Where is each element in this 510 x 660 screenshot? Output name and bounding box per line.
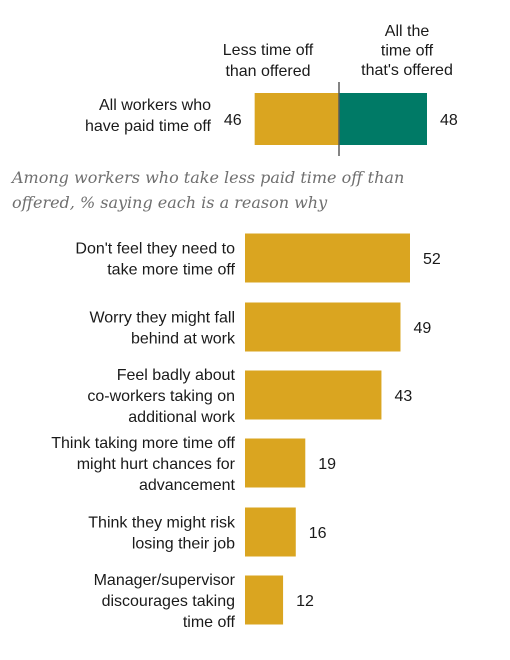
bar-all-time-off [339, 93, 427, 145]
value-label-reason-3: 43 [394, 388, 412, 405]
value-label-reason-4: 19 [318, 456, 336, 473]
category-label-reason-2: Worry they might fall behind at work [89, 310, 236, 348]
bar-reason-2 [245, 302, 401, 352]
category-label-reason-6: Manager/supervisor discourages taking time… [94, 572, 236, 631]
bar-reason-6 [245, 575, 284, 625]
value-label-all-time-off: 48 [440, 112, 458, 129]
bar-reason-3 [245, 370, 382, 420]
value-label-less-time-off: 46 [224, 112, 242, 129]
legend-all-time-off: All the time off that's offered [361, 23, 453, 79]
value-label-reason-2: 49 [413, 320, 431, 337]
value-label-reason-1: 52 [423, 251, 441, 268]
bar-reason-5 [245, 507, 296, 557]
bar-reason-1 [245, 233, 410, 283]
category-label-reason-5: Think they might risk losing their job [88, 515, 236, 553]
row-label-all-workers: All workers who have paid time off [85, 97, 212, 135]
legend-less-time-off: Less time off than offered [223, 42, 314, 80]
subtitle: Among workers who take less paid time of… [10, 168, 404, 212]
bar-less-time-off [254, 93, 339, 145]
category-label-reason-3: Feel badly about co-workers taking on addi… [87, 367, 236, 426]
category-label-reason-1: Don't feel they need to take more time of… [75, 241, 235, 279]
value-label-reason-6: 12 [296, 593, 314, 610]
bar-reason-4 [245, 438, 306, 488]
value-label-reason-5: 16 [309, 525, 327, 542]
category-label-reason-4: Think taking more time off might hurt cha… [51, 435, 235, 494]
